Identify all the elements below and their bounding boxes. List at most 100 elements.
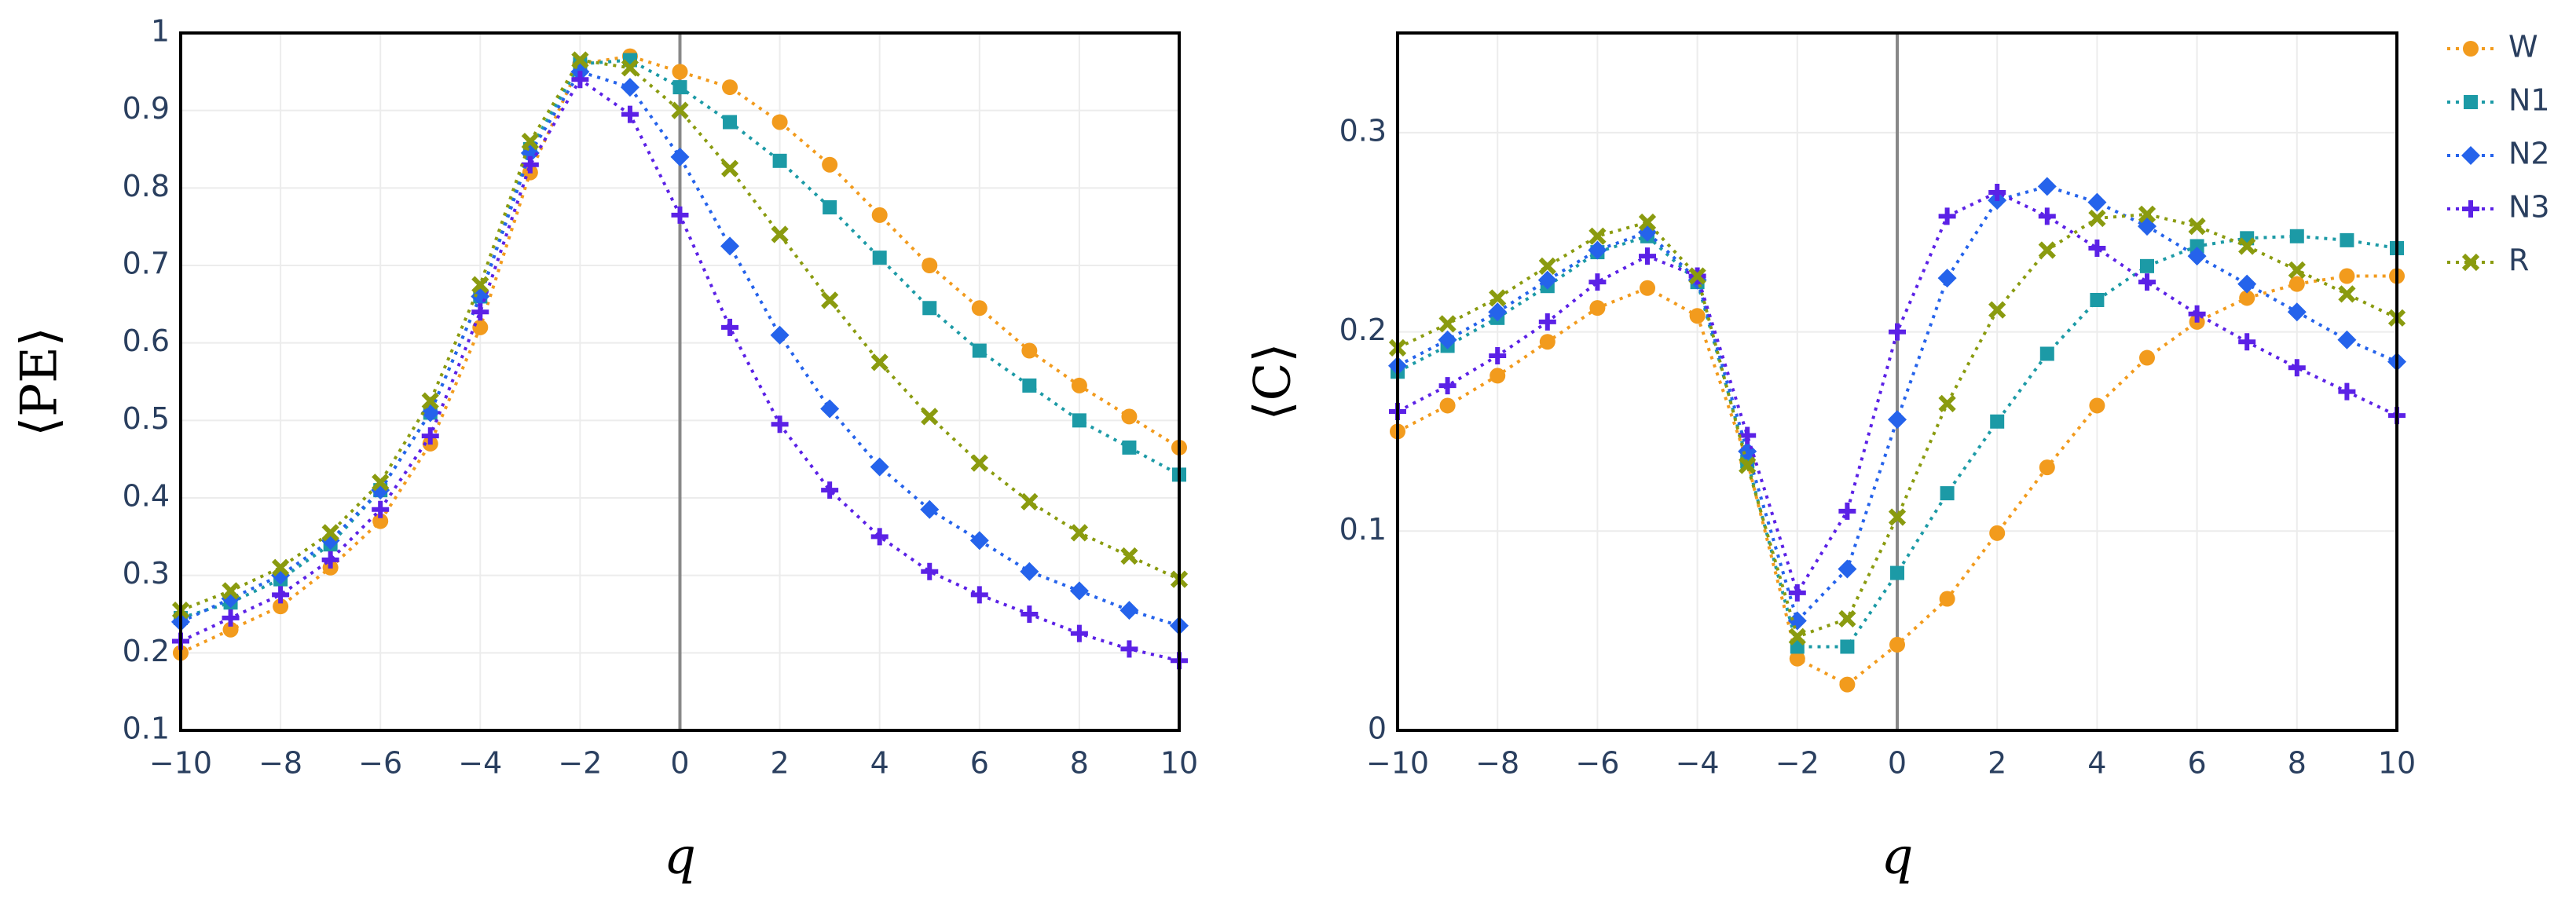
marker bbox=[372, 513, 389, 529]
marker bbox=[273, 598, 289, 615]
marker bbox=[1069, 581, 1089, 601]
marker bbox=[2087, 192, 2107, 212]
marker bbox=[372, 500, 390, 518]
marker bbox=[372, 474, 390, 492]
marker bbox=[1072, 413, 1086, 428]
marker bbox=[720, 159, 739, 177]
y-tick-label: 0.1 bbox=[1339, 512, 1387, 547]
marker bbox=[1538, 257, 1556, 275]
marker bbox=[621, 59, 639, 77]
marker bbox=[920, 499, 940, 519]
x-tick-label: 0 bbox=[1888, 746, 1907, 781]
marker bbox=[821, 481, 839, 499]
marker bbox=[2338, 285, 2356, 303]
marker bbox=[321, 524, 339, 542]
marker bbox=[521, 155, 539, 174]
plot-frame bbox=[179, 31, 1181, 732]
marker bbox=[1990, 414, 2005, 429]
plot-frame bbox=[1396, 31, 2398, 732]
marker bbox=[2039, 346, 2054, 361]
marker bbox=[1588, 240, 1607, 260]
marker bbox=[2039, 459, 2055, 476]
marker bbox=[1538, 313, 1556, 331]
marker bbox=[1838, 609, 1856, 628]
marker bbox=[2188, 217, 2206, 236]
marker bbox=[2237, 274, 2257, 294]
marker bbox=[2037, 177, 2057, 196]
marker bbox=[1489, 289, 1507, 307]
marker bbox=[471, 303, 489, 321]
marker bbox=[2188, 305, 2206, 323]
marker bbox=[870, 528, 889, 546]
y-tick-label: 1 bbox=[151, 14, 170, 49]
marker bbox=[672, 80, 687, 95]
marker bbox=[1439, 397, 1456, 414]
marker bbox=[921, 408, 939, 426]
marker bbox=[1438, 377, 1457, 395]
legend-label: R bbox=[2508, 243, 2529, 278]
marker bbox=[1070, 524, 1089, 542]
marker bbox=[1787, 611, 1807, 631]
marker bbox=[1889, 636, 1905, 653]
marker bbox=[1070, 624, 1088, 642]
marker bbox=[2339, 268, 2355, 284]
marker bbox=[671, 206, 689, 224]
marker bbox=[721, 318, 739, 336]
marker bbox=[1589, 300, 1606, 316]
marker bbox=[1588, 273, 1607, 291]
marker bbox=[2288, 261, 2306, 280]
marker bbox=[571, 51, 589, 69]
marker bbox=[870, 353, 889, 371]
marker bbox=[421, 427, 439, 445]
marker bbox=[1788, 584, 1806, 602]
marker bbox=[672, 64, 688, 80]
marker bbox=[2337, 330, 2357, 349]
marker bbox=[1840, 639, 1855, 654]
marker bbox=[820, 399, 840, 419]
marker bbox=[1638, 213, 1657, 232]
marker bbox=[321, 551, 339, 569]
x-tick-label: 6 bbox=[2188, 746, 2207, 781]
marker bbox=[1588, 227, 1607, 245]
marker bbox=[670, 147, 690, 166]
marker bbox=[1120, 547, 1138, 565]
x-axis-title: q bbox=[664, 828, 696, 886]
marker bbox=[972, 343, 987, 358]
marker bbox=[822, 156, 838, 173]
marker bbox=[1490, 368, 1506, 384]
x-tick-label: 8 bbox=[2288, 746, 2307, 781]
marker bbox=[970, 454, 988, 472]
marker bbox=[1939, 591, 1955, 607]
marker bbox=[770, 325, 790, 345]
x-tick-label: 4 bbox=[2087, 746, 2106, 781]
legend-label: N1 bbox=[2508, 83, 2550, 118]
marker bbox=[1688, 267, 1706, 285]
marker bbox=[1488, 302, 1508, 322]
marker bbox=[2187, 247, 2207, 266]
marker bbox=[1489, 347, 1507, 365]
marker bbox=[471, 276, 489, 294]
marker bbox=[1689, 308, 1706, 324]
marker bbox=[1989, 525, 2006, 541]
y-tick-label: 0.2 bbox=[1339, 313, 1387, 347]
marker bbox=[2139, 349, 2155, 366]
marker bbox=[971, 300, 988, 316]
marker bbox=[2338, 382, 2356, 401]
marker bbox=[2038, 207, 2056, 225]
x-tick-label: 2 bbox=[771, 746, 790, 781]
marker bbox=[970, 586, 988, 604]
y-tick-label: 0.8 bbox=[123, 169, 170, 203]
marker bbox=[272, 586, 290, 604]
y-tick-label: 0.1 bbox=[123, 712, 170, 746]
x-tick-label: −8 bbox=[1475, 746, 1519, 781]
legend-marker bbox=[2464, 95, 2478, 109]
marker bbox=[2088, 240, 2106, 258]
marker bbox=[1021, 492, 1039, 511]
marker bbox=[1539, 334, 1555, 350]
marker bbox=[823, 200, 837, 214]
marker bbox=[1537, 270, 1557, 290]
series-line bbox=[1397, 185, 2398, 624]
x-tick-label: 8 bbox=[1070, 746, 1089, 781]
marker bbox=[870, 457, 889, 477]
marker bbox=[1938, 394, 1956, 413]
